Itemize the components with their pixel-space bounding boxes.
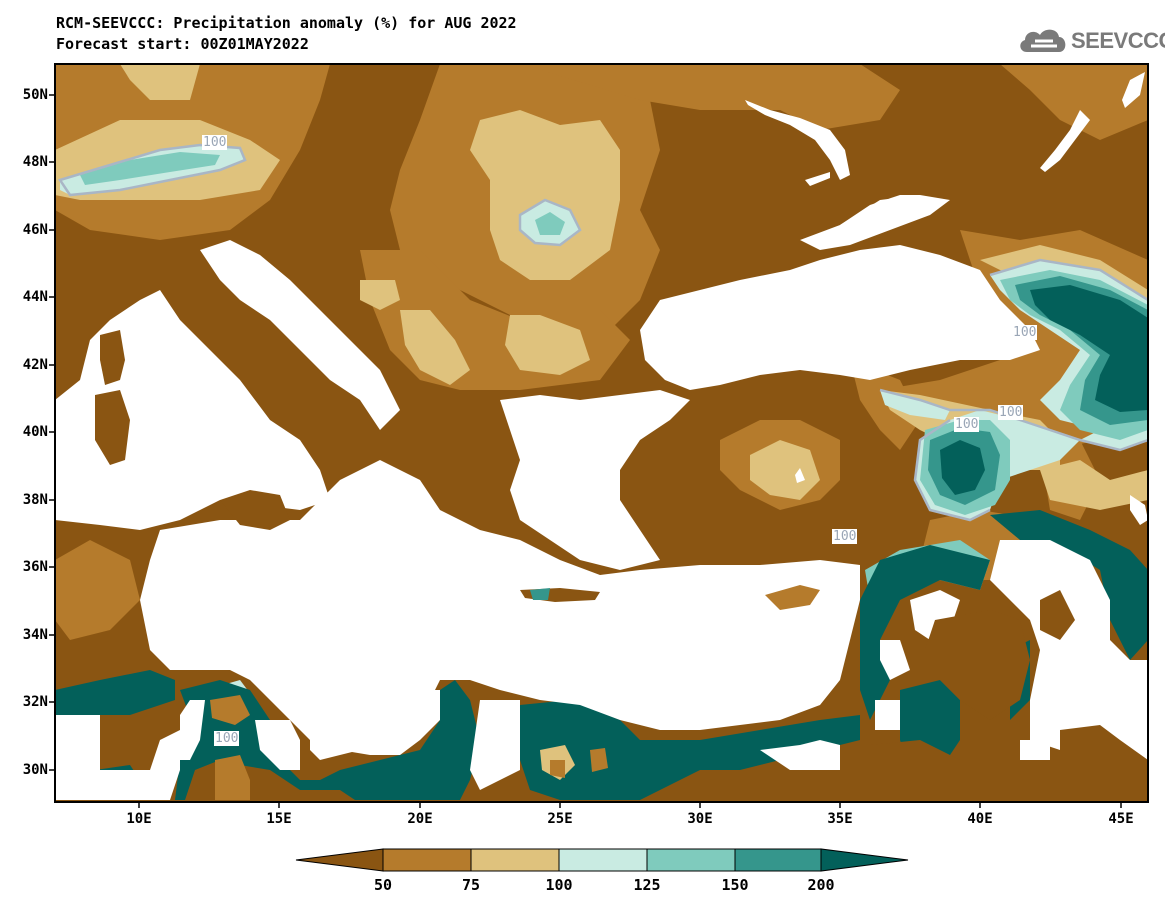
colorbar-swatch-150-200 — [734, 848, 822, 872]
lat-label: 34N — [22, 627, 48, 643]
lat-label: 44N — [22, 289, 48, 305]
contour-label: 100 — [832, 529, 858, 544]
cloud-icon — [1020, 29, 1066, 52]
map-title: RCM-SEEVCCC: Precipitation anomaly (%) f… — [56, 14, 517, 32]
lat-label: 32N — [22, 694, 48, 710]
forecast-start-label: Forecast start: 00Z01MAY2022 — [56, 35, 309, 53]
contour-lines-100 — [58, 143, 1148, 522]
colorbar-swatch-75-100 — [470, 848, 560, 872]
colorbar-label: 125 — [633, 876, 661, 894]
contour-label: 100 — [214, 731, 240, 746]
contour-label: 100 — [954, 417, 980, 432]
colorbar-label: 150 — [721, 876, 749, 894]
lon-label: 10E — [126, 811, 152, 827]
colorbar — [295, 848, 909, 872]
colorbar-label: 100 — [545, 876, 573, 894]
lat-label: 30N — [22, 762, 48, 778]
lat-label: 36N — [22, 559, 48, 575]
lon-label: 35E — [827, 811, 853, 827]
lon-label: 30E — [687, 811, 713, 827]
islands — [95, 330, 820, 610]
contour-label: 100 — [1012, 325, 1038, 340]
lon-label: 40E — [967, 811, 993, 827]
sea-and-missing-data — [55, 195, 1148, 800]
colorbar-label: 200 — [807, 876, 835, 894]
lat-label: 48N — [22, 154, 48, 170]
lat-label: 40N — [22, 424, 48, 440]
reservoirs — [745, 72, 1148, 525]
lat-label: 38N — [22, 492, 48, 508]
lat-label: 42N — [22, 357, 48, 373]
contour-label: 100 — [998, 405, 1024, 420]
colorbar-swatch-below-50 — [295, 848, 384, 872]
colorbar-swatch-100-125 — [558, 848, 648, 872]
lon-label: 25E — [547, 811, 573, 827]
colorbar-swatch-125-150 — [646, 848, 736, 872]
field-below-50-patches — [870, 590, 1148, 800]
colorbar-label: 50 — [373, 876, 393, 894]
lat-ticks — [49, 94, 55, 771]
seevccc-logo: SEEVCCC — [1017, 22, 1165, 58]
map-field — [55, 64, 1148, 802]
contour-label: 100 — [202, 135, 228, 150]
map-frame — [54, 63, 1149, 803]
lon-label: 20E — [407, 811, 433, 827]
field-inner-pockets — [210, 695, 608, 800]
colorbar-swatch-above-200 — [820, 848, 909, 872]
colorbar-label: 75 — [461, 876, 481, 894]
lon-ticks — [138, 802, 1122, 808]
lat-label: 46N — [22, 222, 48, 238]
lat-label: 50N — [22, 87, 48, 103]
colorbar-swatch-50-75 — [382, 848, 472, 872]
lon-label: 15E — [266, 811, 292, 827]
lon-label: 45E — [1108, 811, 1134, 827]
logo-text: SEEVCCC — [1071, 28, 1165, 53]
